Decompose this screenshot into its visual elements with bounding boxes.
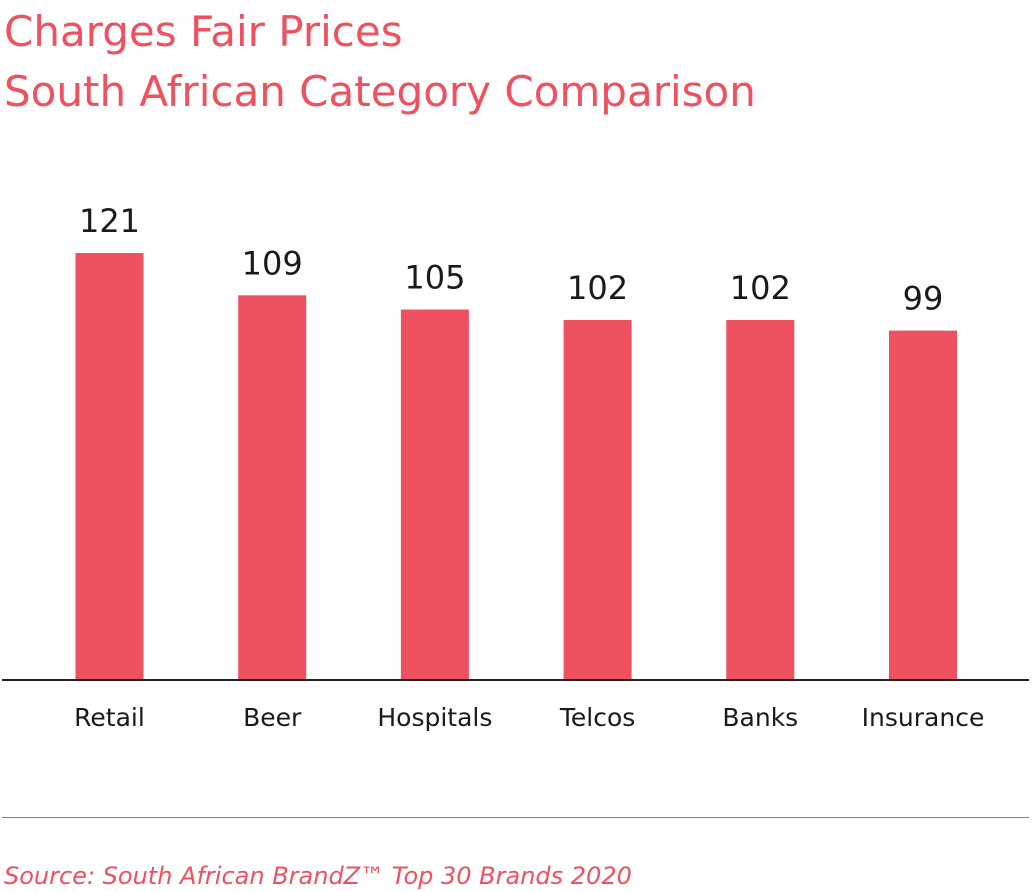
data-label-beer: 109	[242, 244, 303, 282]
category-label-retail: Retail	[74, 703, 145, 732]
category-label-telcos: Telcos	[559, 703, 635, 732]
chart-subtitle: South African Category Comparison	[4, 67, 756, 116]
data-label-banks: 102	[730, 269, 791, 307]
bar-retail	[75, 253, 144, 680]
data-label-telcos: 102	[567, 269, 628, 307]
source-note: Source: South African BrandZ™ Top 30 Bra…	[4, 862, 632, 890]
category-label-banks: Banks	[722, 703, 798, 732]
bar-telcos	[563, 320, 632, 680]
bar-banks	[726, 320, 795, 680]
category-label-beer: Beer	[243, 703, 302, 732]
chart-title-block: Charges Fair Prices South African Catego…	[4, 2, 756, 122]
bar-beer	[238, 295, 307, 680]
data-label-insurance: 99	[903, 280, 944, 318]
data-label-retail: 121	[79, 202, 140, 240]
footer-divider	[2, 817, 1029, 818]
bar-chart: 121 Retail 109 Beer 105 Hospitals 102 Telcos 102…	[2, 202, 1029, 732]
chart-title: Charges Fair Prices	[4, 7, 403, 56]
category-label-insurance: Insurance	[862, 703, 985, 732]
bar-hospitals	[400, 309, 469, 680]
bar-insurance	[889, 330, 957, 680]
category-label-hospitals: Hospitals	[377, 703, 492, 732]
data-label-hospitals: 105	[404, 259, 465, 297]
